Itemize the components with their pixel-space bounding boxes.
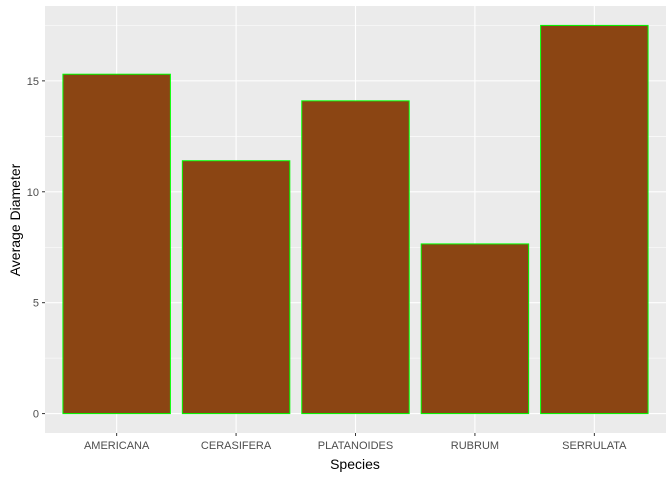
x-axis-title: Species [330, 456, 380, 472]
x-axis-ticks: AMERICANA CERASIFERA PLATANOIDES RUBRUM SERR… [84, 433, 627, 452]
y-axis-title: Average Diameter [7, 163, 23, 276]
x-tick-label: SERRULATA [562, 440, 627, 452]
bar-platanoides [301, 100, 410, 415]
y-tick-label: 5 [33, 298, 39, 310]
x-tick-label: CERASIFERA [201, 440, 272, 452]
y-tick-label: 0 [33, 409, 39, 421]
y-axis-ticks: 0 5 10 15 [27, 76, 45, 421]
x-tick-label: RUBRUM [451, 440, 499, 452]
y-tick-label: 10 [27, 187, 39, 199]
y-tick-label: 15 [27, 76, 39, 88]
bar-serrulata [540, 24, 649, 415]
bars [62, 24, 649, 415]
bar-rubrum [420, 243, 530, 415]
x-tick-label: PLATANOIDES [318, 440, 393, 452]
bar-cerasifera [181, 160, 291, 415]
x-tick-label: AMERICANA [84, 440, 150, 452]
bar-americana [62, 73, 171, 415]
